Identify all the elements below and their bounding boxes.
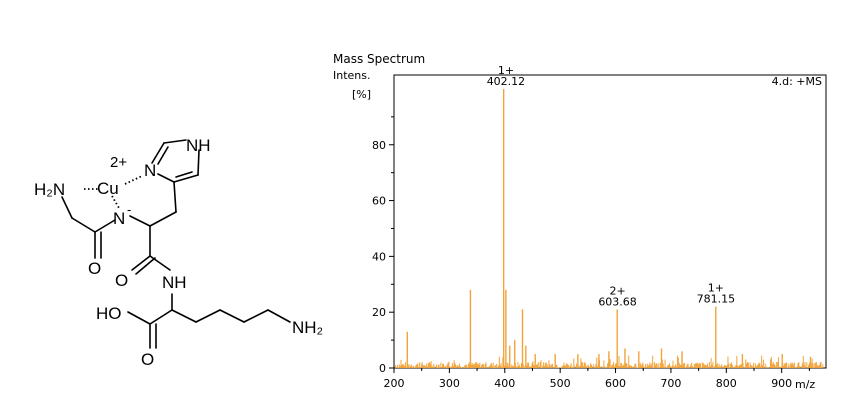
bond: [94, 219, 116, 233]
coordination-bond: [124, 175, 143, 185]
x-tick-label: 800: [716, 377, 737, 390]
bond: [157, 146, 169, 165]
peak-mz-label: 781.15: [697, 293, 736, 306]
y-tick-label: 80: [372, 139, 386, 152]
bond: [173, 174, 199, 183]
x-tick-label: 300: [439, 377, 460, 390]
hydroxyl-label: HO: [96, 304, 122, 323]
nh2-group-left: H₂N: [34, 180, 65, 199]
amide-n-charge: -: [127, 202, 131, 217]
bond: [129, 215, 151, 227]
amide-n-label: N: [113, 209, 125, 228]
bond: [195, 309, 221, 323]
x-tick-label: 200: [384, 377, 405, 390]
bond: [175, 171, 193, 178]
y-tick-label: 20: [372, 306, 386, 319]
carbonyl-o-label: O: [115, 271, 128, 290]
bond: [135, 257, 156, 275]
x-tick-label: 500: [550, 377, 571, 390]
bond: [163, 139, 187, 144]
y-axis-label-line1: Intens.: [333, 69, 371, 82]
bond: [71, 217, 96, 233]
charge-label: 2+: [110, 154, 127, 171]
bond: [197, 149, 200, 176]
bond: [267, 309, 291, 323]
x-tick-label: 700: [660, 377, 681, 390]
bond: [127, 311, 151, 325]
y-axis-label-line2: [%]: [352, 88, 371, 101]
x-axis-label: m/z: [795, 378, 815, 391]
bond: [131, 255, 151, 271]
bond: [173, 181, 177, 213]
bond: [171, 309, 197, 323]
molecule-structure: H₂N Cu 2+ N - N NH O O NH HO O NH₂: [34, 136, 323, 369]
chart-title: Mass Spectrum: [333, 52, 425, 66]
bond: [219, 309, 245, 323]
cu-center: Cu: [97, 179, 119, 198]
imidazole-nh-label: NH: [186, 136, 211, 155]
x-tick-label: 400: [494, 377, 515, 390]
bond: [149, 255, 171, 271]
peak-charge-label: 1+: [708, 282, 724, 295]
peak-charge-label: 2+: [609, 284, 625, 297]
bond: [149, 211, 177, 227]
peak-mz-label: 402.12: [487, 75, 526, 88]
carboxyl-o-label: O: [141, 350, 154, 369]
bond: [61, 196, 73, 219]
bond: [157, 173, 175, 183]
y-tick-label: 60: [372, 195, 386, 208]
bond: [243, 309, 269, 323]
bond: [151, 142, 165, 164]
peak-charge-label: 1+: [498, 64, 514, 77]
x-tick-label: 900: [771, 377, 792, 390]
x-tick-label: 600: [605, 377, 626, 390]
carbonyl-o-label: O: [88, 259, 101, 278]
imidazole-n-label: N: [144, 161, 156, 180]
bond: [149, 309, 173, 325]
file-label: 4.d: +MS: [772, 75, 822, 88]
plot-frame: [393, 74, 827, 369]
peak-mz-label: 603.68: [598, 295, 637, 308]
amide-nh-label: NH: [162, 273, 187, 292]
nh2-group-right: NH₂: [292, 318, 323, 337]
y-tick-label: 40: [372, 250, 386, 263]
y-tick-label: 0: [379, 362, 386, 375]
